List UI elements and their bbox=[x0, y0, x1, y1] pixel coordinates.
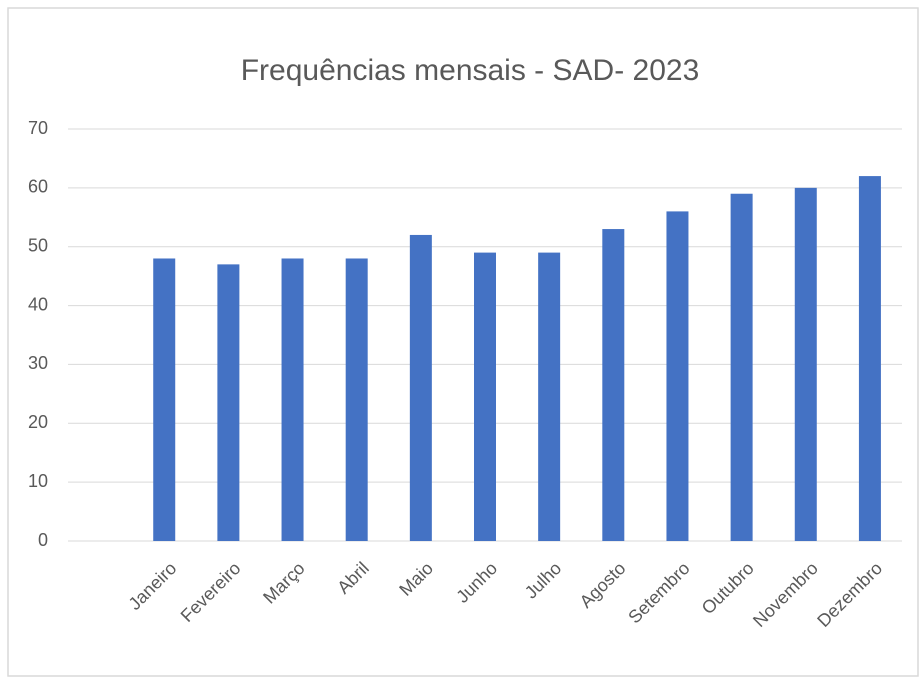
bar bbox=[409, 234, 432, 541]
bar bbox=[602, 229, 625, 542]
y-tick-label: 10 bbox=[28, 471, 48, 491]
y-tick-label: 70 bbox=[28, 118, 48, 138]
chart-title: Frequências mensais - SAD- 2023 bbox=[241, 54, 700, 87]
y-tick-label: 0 bbox=[38, 530, 48, 550]
bar bbox=[217, 264, 240, 541]
y-tick-label: 30 bbox=[28, 353, 48, 373]
y-tick-label: 60 bbox=[28, 177, 48, 197]
bar bbox=[538, 252, 561, 541]
chart-frame bbox=[7, 7, 919, 677]
y-tick-label: 20 bbox=[28, 412, 48, 432]
bar bbox=[474, 252, 496, 541]
bar bbox=[281, 258, 304, 541]
bar bbox=[666, 211, 689, 541]
bar bbox=[858, 176, 881, 542]
bar bbox=[730, 193, 753, 541]
bar bbox=[345, 258, 368, 541]
bar bbox=[794, 187, 817, 541]
y-tick-label: 40 bbox=[28, 294, 48, 314]
bar bbox=[153, 258, 176, 541]
y-tick-label: 50 bbox=[28, 235, 48, 255]
